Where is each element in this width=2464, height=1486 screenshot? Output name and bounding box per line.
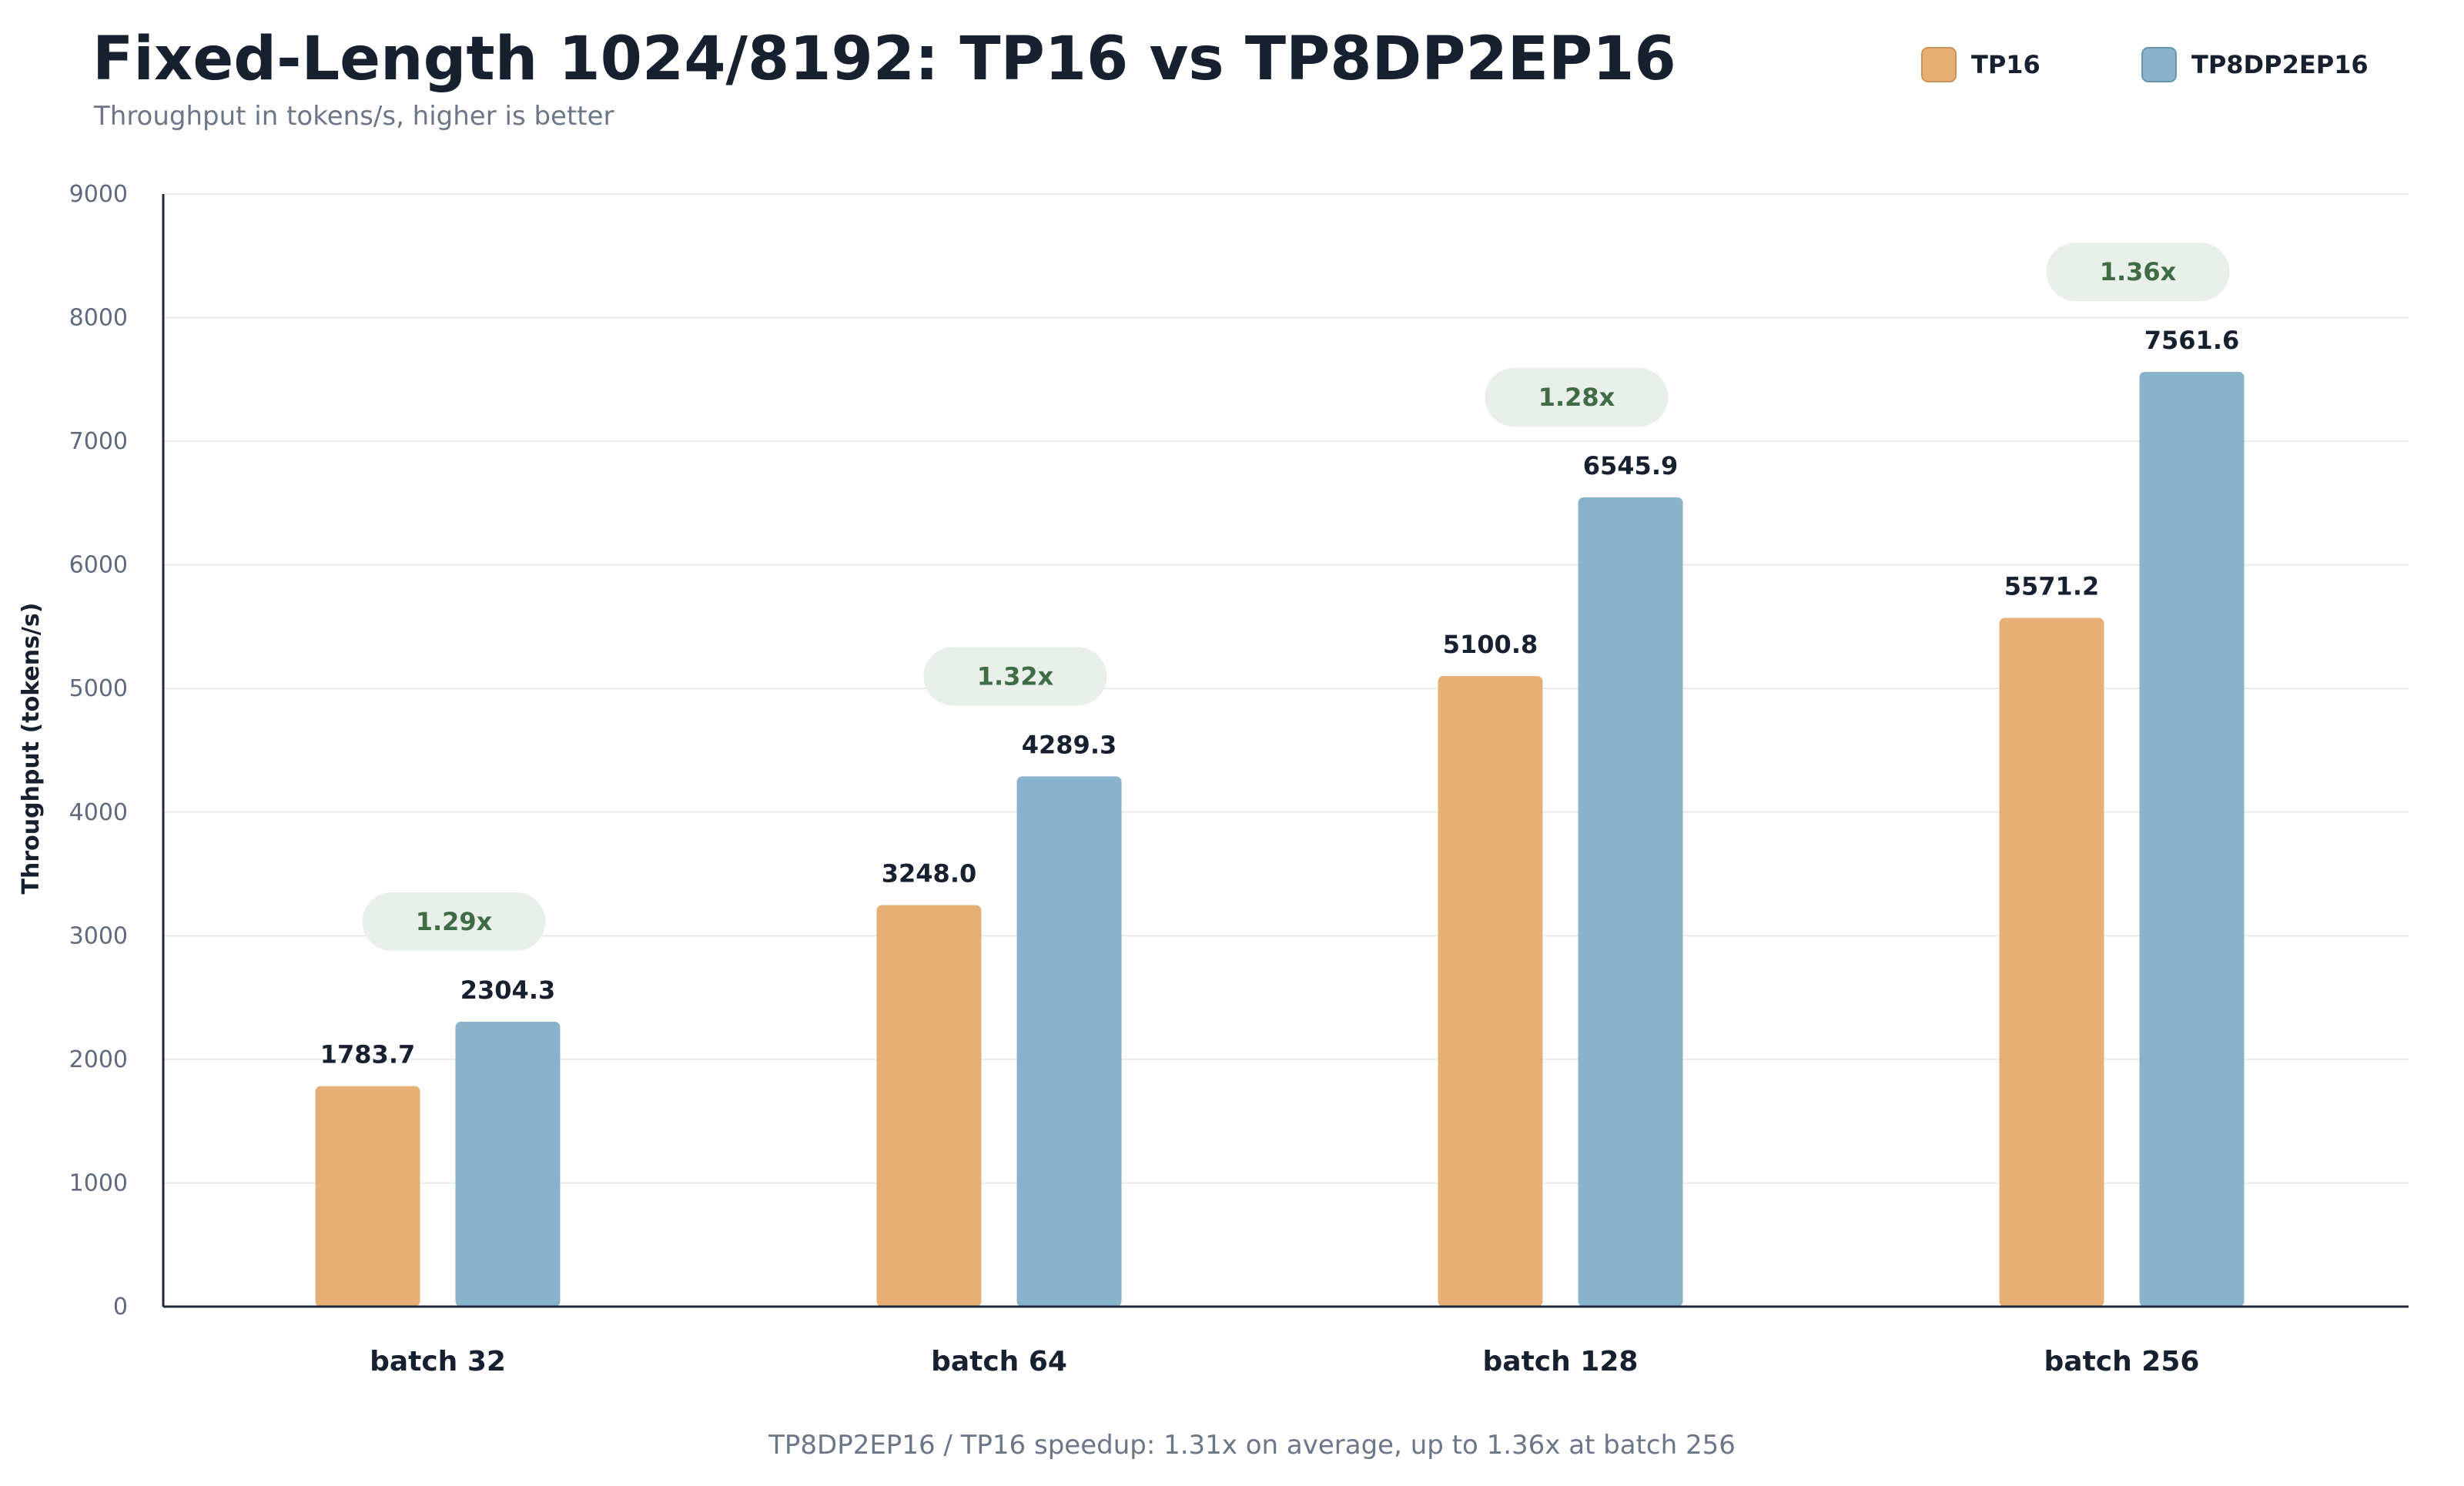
bar-value-label: 1783.7 bbox=[320, 1040, 415, 1069]
y-tick-label: 6000 bbox=[69, 552, 128, 579]
x-axis-categories: batch 32 batch 64 batch 128 batch 256 bbox=[370, 1346, 2199, 1377]
speedup-badge bbox=[1485, 368, 1669, 427]
bar-tp16-batch-64 bbox=[876, 905, 982, 1307]
bar-value-label: 6545.9 bbox=[1583, 451, 1678, 480]
speedup-label: 1.36x bbox=[2100, 257, 2177, 286]
x-category-label: batch 128 bbox=[1483, 1346, 1639, 1377]
speedup-badge bbox=[362, 892, 546, 952]
legend: TP16 TP8DP2EP16 bbox=[1921, 47, 2369, 82]
y-tick-label: 0 bbox=[113, 1294, 128, 1320]
speedup-label: 1.28x bbox=[1538, 383, 1615, 412]
bar-tp8dp2ep16-batch-256 bbox=[2139, 371, 2245, 1307]
bar-value-label: 2304.3 bbox=[460, 976, 555, 1005]
bar-tp8dp2ep16-batch-128 bbox=[1578, 497, 1683, 1307]
bars bbox=[315, 371, 2245, 1307]
bar-tp8dp2ep16-batch-64 bbox=[1016, 776, 1122, 1307]
y-tick-label: 8000 bbox=[69, 305, 128, 332]
bar-tp16-batch-256 bbox=[1999, 617, 2104, 1307]
bar-tp8dp2ep16-batch-32 bbox=[455, 1022, 561, 1307]
y-axis-label: Throughput (tokens/s) bbox=[18, 603, 45, 895]
x-category-label: batch 64 bbox=[931, 1346, 1067, 1377]
bar-value-label: 7561.6 bbox=[2144, 326, 2239, 355]
x-category-label: batch 256 bbox=[2044, 1346, 2200, 1377]
legend-swatch-tp8dp2ep16 bbox=[2141, 47, 2177, 82]
legend-label-tp8dp2ep16: TP8DP2EP16 bbox=[2191, 50, 2369, 79]
value-labels: 1783.7 2304.3 3248.0 4289.3 5100.8 6545.9 5571… bbox=[320, 326, 2239, 1069]
speedup-badge bbox=[923, 647, 1107, 706]
speedup-badges: 1.29x 1.32x 1.28x 1.36x bbox=[362, 242, 2230, 952]
bar-tp16-batch-32 bbox=[315, 1086, 420, 1307]
legend-swatch-tp16 bbox=[1921, 47, 1957, 82]
y-tick-label: 2000 bbox=[69, 1046, 128, 1073]
y-axis-ticks: 0 1000 2000 3000 4000 5000 6000 7000 8000 9000 bbox=[69, 181, 128, 1320]
speedup-badge bbox=[2046, 242, 2230, 301]
y-tick-label: 5000 bbox=[69, 675, 128, 702]
y-tick-label: 7000 bbox=[69, 428, 128, 455]
bar-value-label: 4289.3 bbox=[1022, 730, 1116, 759]
speedup-label: 1.32x bbox=[977, 661, 1054, 691]
bar-value-label: 3248.0 bbox=[882, 859, 976, 889]
bar-value-label: 5100.8 bbox=[1443, 630, 1538, 659]
x-category-label: batch 32 bbox=[370, 1346, 506, 1377]
legend-label-tp16: TP16 bbox=[1971, 50, 2040, 79]
y-tick-label: 9000 bbox=[69, 181, 128, 208]
chart-subtitle: Throughput in tokens/s, higher is better bbox=[93, 101, 614, 132]
y-tick-label: 1000 bbox=[69, 1170, 128, 1196]
bar-tp16-batch-128 bbox=[1438, 676, 1543, 1307]
bar-value-label: 5571.2 bbox=[2004, 572, 2099, 601]
y-tick-label: 4000 bbox=[69, 799, 128, 826]
footnote: TP8DP2EP16 / TP16 speedup: 1.31x on aver… bbox=[768, 1430, 1736, 1461]
speedup-label: 1.29x bbox=[416, 907, 493, 936]
chart-title: Fixed-Length 1024/8192: TP16 vs TP8DP2EP… bbox=[92, 25, 1676, 94]
y-tick-label: 3000 bbox=[69, 922, 128, 949]
